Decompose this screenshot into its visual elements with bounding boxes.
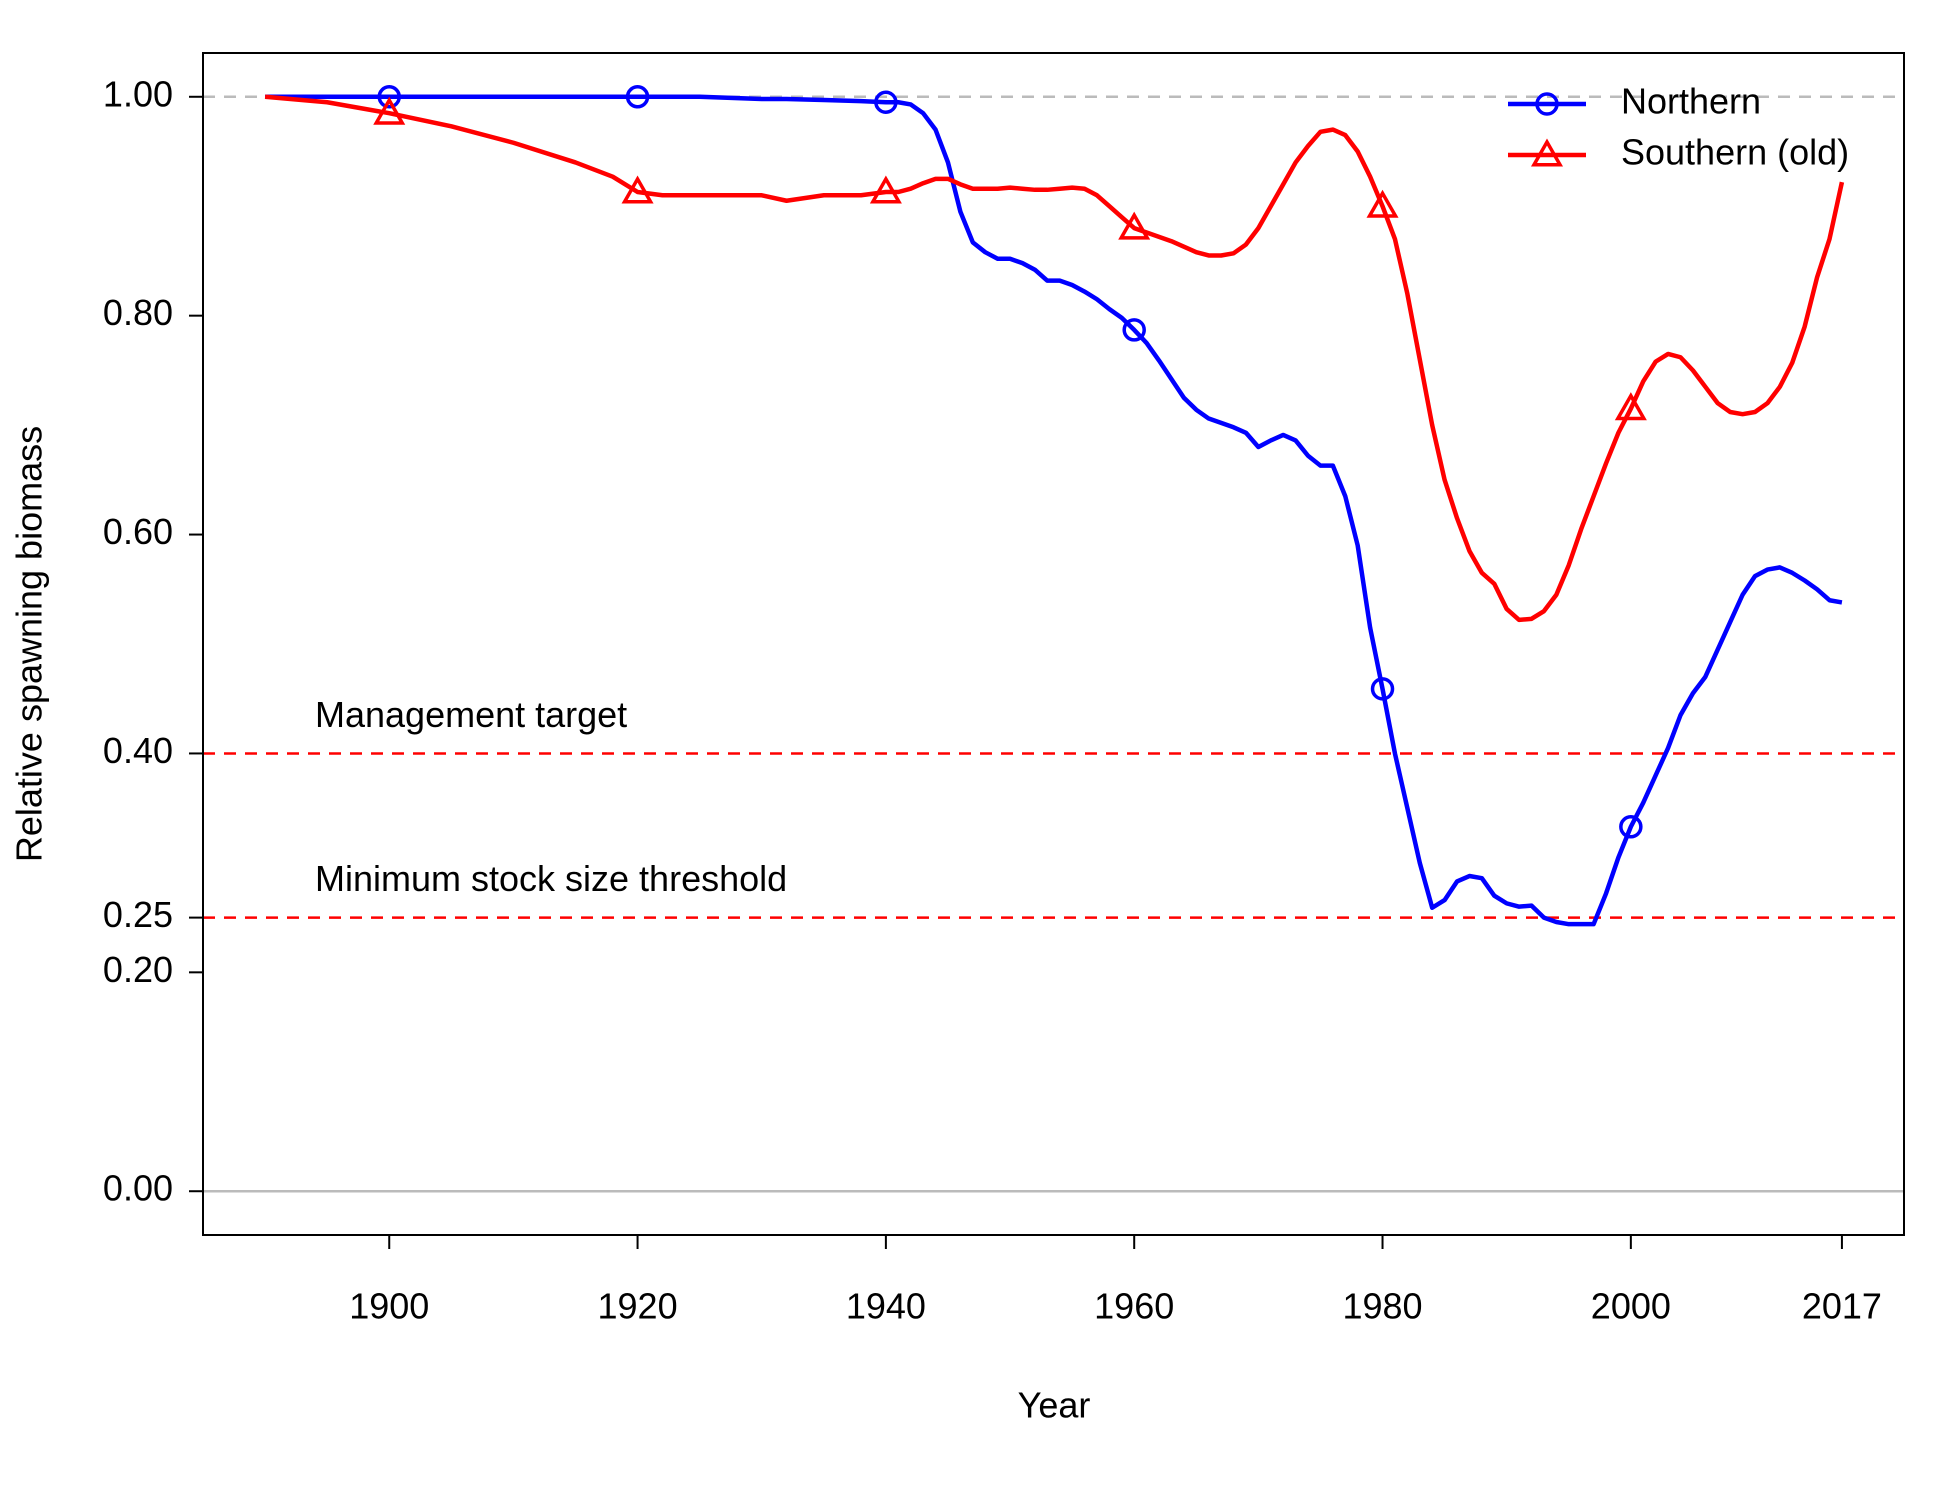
marker (1619, 815, 1643, 839)
y-tick-label: 0.25 (103, 894, 173, 935)
marker (625, 85, 650, 109)
y-tick-label: 0.60 (103, 511, 173, 552)
marker (1366, 189, 1399, 218)
reference-label: Minimum stock size threshold (315, 858, 787, 899)
marker (1530, 138, 1564, 167)
marker (621, 175, 654, 204)
marker (874, 90, 898, 114)
marker (1535, 92, 1559, 116)
marker (869, 175, 902, 204)
series-line (265, 94, 1843, 927)
marker (377, 85, 401, 109)
series-line (264, 94, 1845, 623)
x-tick-label: 1960 (1094, 1286, 1174, 1327)
legend-label: Southern (old) (1621, 132, 1849, 173)
y-tick-label: 0.40 (103, 730, 173, 771)
x-tick-label: 1900 (349, 1286, 429, 1327)
marker (1122, 318, 1146, 342)
x-tick-label: 2017 (1802, 1286, 1882, 1327)
marker (373, 96, 406, 125)
y-axis-label: Relative spawning biomass (9, 426, 50, 862)
y-tick-label: 0.00 (103, 1168, 173, 1209)
x-tick-label: 1940 (846, 1286, 926, 1327)
y-tick-label: 0.80 (103, 292, 173, 333)
marker (1370, 677, 1395, 701)
x-tick-label: 2000 (1591, 1286, 1671, 1327)
marker (1614, 392, 1647, 421)
y-tick-label: 1.00 (103, 73, 173, 114)
marker (1118, 211, 1151, 240)
plot-frame (202, 52, 1905, 1236)
legend-label: Northern (1621, 81, 1761, 122)
x-tick-label: 1920 (598, 1286, 678, 1327)
x-tick-label: 1980 (1342, 1286, 1422, 1327)
x-axis-label: Year (1018, 1385, 1091, 1426)
y-tick-label: 0.20 (103, 949, 173, 990)
reference-label: Management target (315, 694, 627, 735)
